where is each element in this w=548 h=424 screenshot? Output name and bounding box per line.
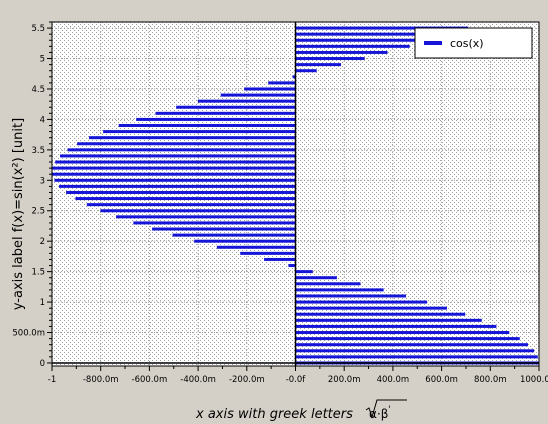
bar	[52, 172, 296, 176]
y-tick-label: 0	[40, 359, 45, 369]
bar	[86, 203, 296, 207]
y-tick-label: 4	[40, 115, 45, 125]
x-tick-label: 600.0m	[425, 375, 458, 385]
bar	[295, 63, 342, 67]
bar	[295, 44, 410, 48]
bar	[100, 209, 296, 213]
bar	[295, 300, 427, 304]
bar	[103, 130, 296, 134]
bar	[295, 32, 451, 36]
x-tick-label: -200.0m	[229, 375, 265, 385]
y-tick-label: 1.5	[31, 268, 45, 278]
bar	[268, 81, 296, 85]
bar	[216, 245, 296, 249]
x-axis-title-sqrt: α·β	[369, 407, 388, 421]
x-tick-label: 200.0m	[328, 375, 361, 385]
bar	[295, 349, 535, 353]
bar	[240, 251, 296, 255]
bar	[295, 343, 529, 347]
bar	[60, 154, 296, 158]
legend-swatch	[424, 41, 442, 45]
bar	[295, 318, 482, 322]
bar	[75, 197, 296, 201]
x-tick-label: -0.0f	[286, 375, 307, 385]
bar	[295, 282, 361, 286]
bar	[295, 38, 431, 42]
x-tick-labels: -1 -800.0m -600.0m -400.0m -200.0m -0.0f 200.0…	[48, 375, 548, 385]
bar	[89, 136, 296, 140]
bar	[67, 148, 296, 152]
bar	[295, 355, 538, 359]
bar	[118, 124, 296, 128]
bar	[292, 75, 296, 79]
bar	[176, 105, 296, 109]
x-tick-label: -1	[48, 375, 56, 385]
bar	[295, 306, 447, 310]
bar	[54, 178, 296, 182]
bars-group	[52, 26, 539, 365]
y-tick-label: 5.5	[31, 24, 45, 34]
y-tick-label: 5	[40, 55, 45, 65]
bar	[295, 57, 365, 61]
bar	[155, 111, 296, 115]
bar	[116, 215, 296, 219]
bar	[295, 337, 520, 341]
bar	[197, 99, 296, 103]
x-axis-title-sqrt-sign	[365, 399, 407, 419]
y-tick-label: 2	[40, 237, 45, 247]
x-axis-title-main: x axis with greek letters	[195, 407, 357, 422]
bar	[52, 166, 296, 170]
bar	[55, 160, 296, 164]
y-tick-label: 2.5	[31, 207, 45, 217]
bar	[295, 324, 497, 328]
bar	[295, 294, 407, 298]
x-tick-label: -400.0m	[180, 375, 216, 385]
bar	[77, 142, 296, 146]
bar	[133, 221, 296, 225]
bar	[220, 93, 296, 97]
y-tick-labels: 0 500.0m 1 1.5 2 2.5 3 3.5 4 4.5 5 5.5	[12, 24, 45, 369]
x-tick-label: -800.0m	[83, 375, 119, 385]
y-tick-label: 500.0m	[12, 329, 45, 339]
y-axis-title: y-axis label f(x)=sin(x²) [unit]	[11, 118, 26, 310]
x-tick-label: -600.0m	[132, 375, 168, 385]
bar	[66, 190, 296, 194]
y-tick-label: 1	[40, 298, 45, 308]
x-tick-label: 1000.0m	[520, 375, 548, 385]
bar	[194, 239, 296, 243]
bar	[136, 117, 296, 121]
bar	[295, 26, 469, 30]
bar	[295, 288, 384, 292]
bar	[264, 257, 296, 261]
bar	[172, 233, 296, 237]
bar	[59, 184, 296, 188]
y-tick-label: 3.5	[31, 146, 45, 156]
legend: cos(x)	[414, 27, 533, 59]
x-tick-label: 800.0m	[474, 375, 507, 385]
y-tick-label: 4.5	[31, 85, 45, 95]
x-tick-label: 400.0m	[377, 375, 410, 385]
y-tick-label: 3	[40, 176, 45, 186]
legend-label: cos(x)	[450, 37, 484, 50]
x-axis-title-prime: '	[388, 405, 390, 415]
bar	[295, 69, 317, 73]
bar	[295, 312, 466, 316]
bar	[295, 331, 510, 335]
bar	[295, 276, 337, 280]
bar	[244, 87, 296, 91]
axes-group	[47, 21, 540, 371]
x-axis-title: x axis with greek letters α·β'	[195, 405, 391, 422]
bar	[288, 264, 296, 268]
bar	[295, 270, 313, 274]
bar	[295, 50, 388, 54]
bar	[152, 227, 296, 231]
